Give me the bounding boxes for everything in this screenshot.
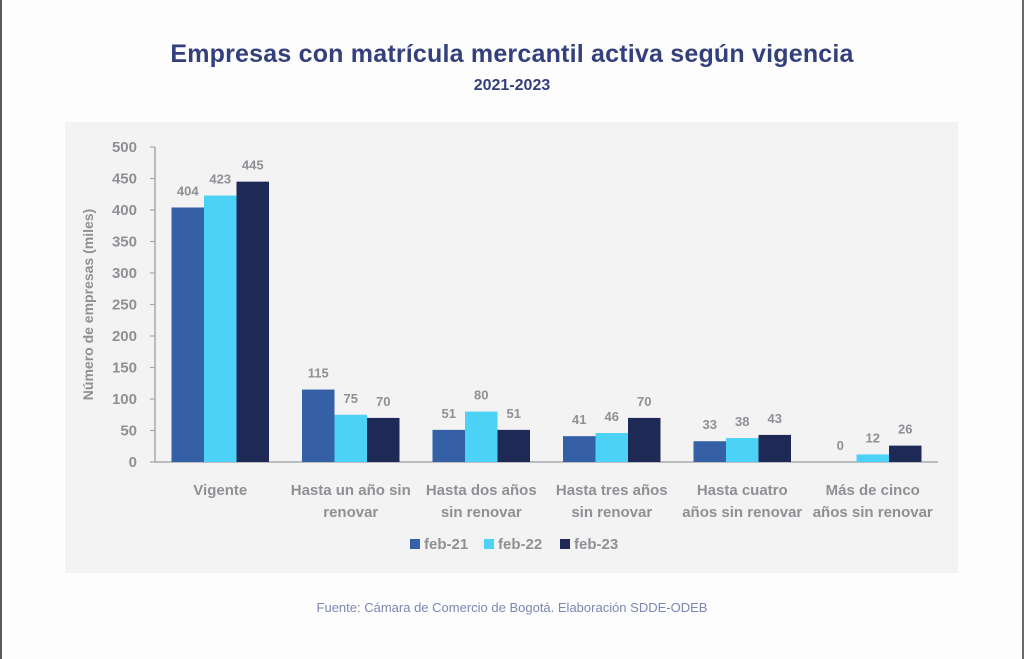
data-label: 70 <box>637 394 651 409</box>
chart-title: Empresas con matrícula mercantil activa … <box>170 40 854 68</box>
data-label: 51 <box>507 406 521 421</box>
bar-feb-22 <box>204 195 237 462</box>
y-tick-label: 450 <box>112 171 137 188</box>
y-tick-label: 250 <box>112 297 137 314</box>
bar-feb-23 <box>367 417 400 462</box>
legend-swatch-feb-23 <box>560 539 570 549</box>
y-tick-label: 200 <box>112 328 137 345</box>
data-label: 0 <box>837 438 844 453</box>
bar-feb-22 <box>726 438 759 462</box>
data-label: 26 <box>898 422 912 437</box>
x-tick-label: años sin renovar <box>813 504 933 521</box>
y-tick-label: 400 <box>112 202 137 219</box>
data-label: 12 <box>866 430 880 445</box>
data-label: 80 <box>474 388 488 403</box>
x-tick-label: renovar <box>323 504 378 521</box>
bar-feb-21 <box>693 441 726 462</box>
window-border-left <box>0 0 2 659</box>
y-tick-label: 50 <box>120 423 137 440</box>
x-tick-label: Hasta un año sin <box>291 482 411 499</box>
x-tick-label: Hasta tres años <box>556 482 668 499</box>
data-label: 423 <box>209 172 231 187</box>
legend-label: feb-21 <box>424 536 468 553</box>
legend-swatch-feb-21 <box>410 539 420 549</box>
bar-feb-23 <box>497 429 530 462</box>
data-label: 41 <box>572 412 586 427</box>
data-label: 404 <box>177 183 199 198</box>
y-tick-label: 350 <box>112 234 137 251</box>
x-tick-label: Más de cinco <box>826 482 920 499</box>
chart-subtitle: 2021-2023 <box>473 77 551 94</box>
y-tick-label: 500 <box>112 139 137 156</box>
bar-feb-21 <box>432 429 465 462</box>
data-label: 75 <box>344 391 358 406</box>
bar-feb-22 <box>465 411 498 462</box>
x-tick-label: sin renovar <box>441 504 522 521</box>
data-label: 51 <box>442 406 456 421</box>
data-label: 38 <box>735 414 749 429</box>
y-tick-label: 0 <box>129 454 137 471</box>
bar-feb-23 <box>758 434 791 462</box>
x-tick-label: sin renovar <box>571 504 652 521</box>
legend-swatch-feb-22 <box>484 539 494 549</box>
data-label: 115 <box>308 366 329 381</box>
data-label: 70 <box>376 394 390 409</box>
legend-label: feb-23 <box>574 536 618 553</box>
window-border-right <box>1022 0 1024 659</box>
x-tick-label: Hasta cuatro <box>697 482 788 499</box>
legend-label: feb-22 <box>498 536 542 553</box>
data-label: 46 <box>605 409 619 424</box>
bar-feb-22 <box>856 454 889 462</box>
x-tick-label: Hasta dos años <box>426 482 537 499</box>
bar-feb-23 <box>236 181 269 462</box>
bar-feb-21 <box>171 207 204 462</box>
bar-feb-21 <box>302 389 335 462</box>
bar-feb-23 <box>889 445 922 462</box>
bar-feb-21 <box>563 436 596 462</box>
x-tick-label: Vigente <box>193 482 247 499</box>
y-tick-label: 100 <box>112 391 137 408</box>
y-tick-label: 150 <box>112 360 137 377</box>
bar-feb-23 <box>628 417 661 462</box>
x-tick-label: años sin renovar <box>682 504 802 521</box>
data-label: 445 <box>242 158 264 173</box>
y-tick-label: 300 <box>112 265 137 282</box>
source-note: Fuente: Cámara de Comercio de Bogotá. El… <box>316 600 708 615</box>
data-label: 33 <box>703 417 717 432</box>
bar-feb-22 <box>334 414 367 462</box>
bar-feb-22 <box>595 433 628 462</box>
y-axis-label: Número de empresas (miles) <box>80 209 96 400</box>
data-label: 43 <box>768 411 782 426</box>
